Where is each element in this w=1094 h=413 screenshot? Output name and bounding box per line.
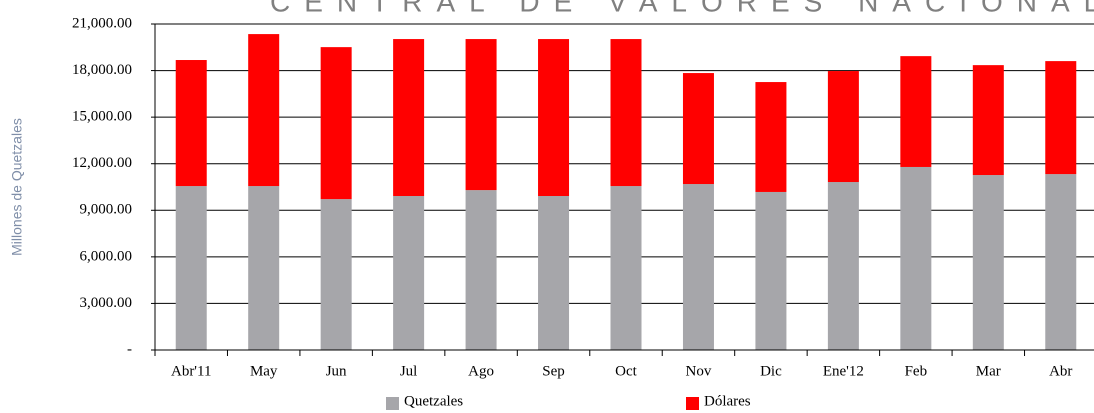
x-tick-label: May <box>250 363 278 379</box>
bar-segment <box>827 182 859 350</box>
bar-segment <box>610 186 642 350</box>
bar-segment <box>827 71 859 183</box>
x-tick-label: Ago <box>468 363 494 379</box>
bar-segment <box>755 82 787 192</box>
y-tick-label: 12,000.00 <box>72 155 132 171</box>
x-tick-label: Oct <box>615 363 637 379</box>
y-tick-label: 3,000.00 <box>80 295 133 311</box>
legend-label: Quetzales <box>404 393 463 409</box>
x-tick-label: Abr <box>1049 363 1072 379</box>
x-tick-label: Mar <box>976 363 1001 379</box>
legend-label: Dólares <box>704 393 751 409</box>
x-tick-label: Ene'12 <box>823 363 864 379</box>
bar-segment <box>248 34 280 187</box>
x-tick-label: Abr'11 <box>171 363 211 379</box>
bar-segment <box>1045 174 1077 350</box>
x-tick-label: Jul <box>400 363 418 379</box>
bar-segment <box>175 186 207 350</box>
x-tick-label: Jun <box>326 363 347 379</box>
bar-segment <box>538 196 570 350</box>
x-tick-label: Sep <box>542 363 565 379</box>
y-tick-label: 6,000.00 <box>80 248 133 264</box>
bar-segment <box>900 56 932 167</box>
bar-segment <box>538 39 570 197</box>
chart-title: CENTRAL DE VALORES NACIONAL <box>270 0 1094 17</box>
bar-segment <box>320 199 352 350</box>
bar-segment <box>465 190 497 350</box>
bar-segment <box>248 186 280 350</box>
bar-segment <box>1045 61 1077 175</box>
y-tick-label: - <box>127 341 132 357</box>
y-tick-label: 21,000.00 <box>72 15 132 31</box>
y-tick-label: 18,000.00 <box>72 62 132 78</box>
y-tick-label: 9,000.00 <box>80 202 133 218</box>
legend-swatch <box>386 397 399 410</box>
bar-segment <box>755 191 787 350</box>
y-axis-label: Millones de Quetzales <box>9 118 25 256</box>
bar-segment <box>320 47 352 200</box>
y-tick-label: 15,000.00 <box>72 109 132 125</box>
bar-segment <box>900 166 932 350</box>
x-tick-label: Feb <box>905 363 928 379</box>
bar-segment <box>393 196 425 350</box>
bar-segment <box>972 65 1004 176</box>
bar-segment <box>682 184 714 350</box>
bar-segment <box>465 39 497 191</box>
legend-swatch <box>686 397 699 410</box>
x-tick-label: Nov <box>686 363 712 379</box>
x-tick-label: Dic <box>760 363 782 379</box>
bar-segment <box>972 175 1004 350</box>
bar-segment <box>393 39 425 197</box>
bar-segment <box>682 73 714 185</box>
bar-segment <box>610 39 642 187</box>
bar-segment <box>175 60 207 187</box>
